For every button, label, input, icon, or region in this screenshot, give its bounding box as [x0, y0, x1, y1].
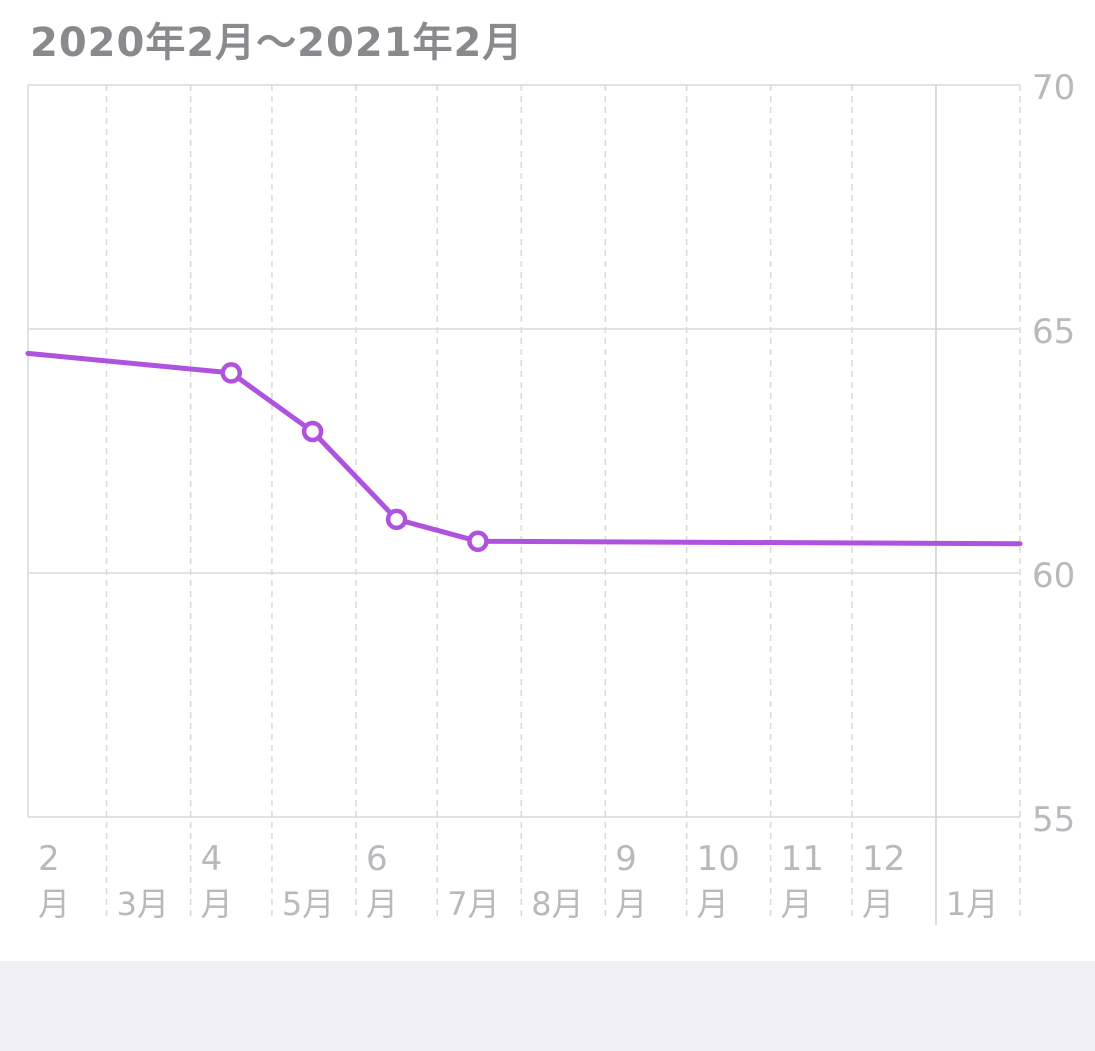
vertical-gridlines — [27, 85, 1021, 925]
x-tick-unit: 月 — [781, 885, 813, 923]
x-tick-unit: 3月 — [117, 885, 169, 923]
series-weight — [25, 350, 1023, 553]
x-tick-unit: 月 — [862, 885, 894, 923]
data-point-2 — [220, 362, 243, 384]
x-tick-label-2: 3月 — [117, 885, 169, 923]
x-tick-unit: 7月 — [447, 885, 499, 923]
x-tick-number: 12 — [862, 839, 905, 879]
x-tick-unit: 月 — [697, 885, 729, 923]
x-tick-number: 9 — [615, 839, 637, 879]
y-tick-label-60: 60 — [1032, 556, 1075, 596]
x-tick-unit: 1月 — [946, 885, 998, 923]
x-tick-unit: 月 — [366, 885, 398, 923]
footer-panel — [0, 961, 1095, 1051]
x-tick-unit: 月 — [615, 885, 647, 923]
data-point-4 — [385, 508, 408, 531]
y-tick-label-65: 65 — [1032, 312, 1075, 352]
x-tick-number: 6 — [366, 839, 388, 879]
data-point-5 — [467, 530, 489, 553]
chart-title: 2020年2月～2021年2月 — [30, 20, 524, 66]
x-tick-number: 4 — [201, 839, 223, 879]
data-point-3 — [301, 420, 324, 443]
x-tick-number: 10 — [697, 839, 740, 879]
x-tick-label-5: 6月 — [366, 839, 398, 923]
x-tick-label-3: 4月 — [201, 839, 233, 923]
x-tick-label-12: 1月 — [946, 885, 998, 923]
x-tick-label-1: 2月 — [38, 839, 70, 923]
x-tick-label-10: 11 月 — [781, 839, 824, 923]
series-line-1 — [25, 350, 1023, 547]
x-tick-unit: 月 — [38, 885, 70, 923]
y-tick-label-70: 70 — [1032, 68, 1075, 108]
x-tick-label-8: 9月 — [615, 839, 647, 923]
y-axis-labels: 55 60 65 70 — [1032, 68, 1075, 840]
x-tick-unit: 8月 — [531, 885, 583, 923]
x-tick-label-7: 8月 — [531, 885, 583, 923]
x-tick-label-6: 7月 — [447, 885, 499, 923]
x-tick-label-11: 12 月 — [862, 839, 905, 923]
x-tick-number: 11 — [781, 839, 824, 879]
x-tick-label-9: 10 月 — [697, 839, 740, 923]
horizontal-gridlines — [28, 84, 1020, 818]
x-tick-number: 2 — [38, 839, 60, 879]
y-tick-label-55: 55 — [1032, 800, 1075, 840]
x-tick-unit: 5月 — [282, 885, 334, 923]
x-tick-label-4: 5月 — [282, 885, 334, 923]
x-tick-unit: 月 — [201, 885, 233, 923]
